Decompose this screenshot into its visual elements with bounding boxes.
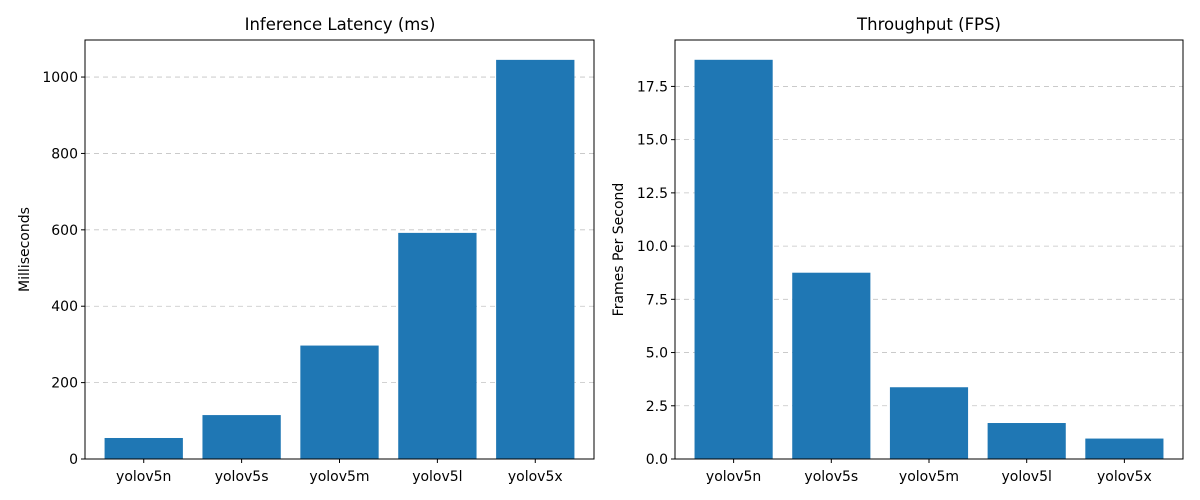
bar [889, 387, 969, 459]
x-ticks: yolov5n yolov5s yolov5m yolov5l yolov5x [706, 459, 1152, 485]
y-ticks: 0 200 400 600 800 1000 [42, 70, 85, 468]
bar [398, 232, 477, 459]
y-tick-label: 400 [51, 299, 78, 315]
y-tick-label: 1000 [42, 70, 78, 86]
y-tick-label: 7.5 [646, 292, 668, 308]
y-tick-label: 800 [51, 146, 78, 162]
plot-frame [84, 39, 595, 460]
bar [300, 345, 379, 459]
x-tick-label: yolov5s [804, 469, 858, 485]
x-tick-label: yolov5x [508, 469, 563, 485]
bar [792, 272, 871, 459]
x-tick-label: yolov5l [1001, 469, 1051, 485]
x-tick-label: yolov5n [706, 469, 761, 485]
x-tick-label: yolov5s [215, 469, 269, 485]
y-tick-label: 600 [51, 223, 78, 239]
x-tick-label: yolov5l [412, 469, 462, 485]
throughput-chart: Throughput (FPS) Frames Per Second 0.0 2.… [611, 15, 1184, 485]
bar [104, 437, 183, 459]
y-axis-label: Milliseconds [17, 207, 33, 292]
y-ticks: 0.0 2.5 5.0 7.5 10.0 12.5 15.0 17.5 [637, 79, 675, 468]
bar [1085, 438, 1164, 459]
bar [202, 415, 281, 459]
y-tick-label: 5.0 [646, 346, 668, 362]
x-tick-label: yolov5m [309, 469, 369, 485]
bar [496, 59, 575, 459]
x-tick-label: yolov5m [899, 469, 959, 485]
y-tick-label: 12.5 [637, 186, 668, 202]
x-ticks: yolov5n yolov5s yolov5m yolov5l yolov5x [116, 459, 563, 485]
y-tick-label: 200 [51, 376, 78, 392]
y-tick-label: 17.5 [637, 79, 668, 95]
bar [987, 423, 1066, 459]
y-tick-label: 2.5 [646, 399, 668, 415]
bars [104, 59, 575, 459]
y-tick-label: 0.0 [646, 452, 668, 468]
x-tick-label: yolov5n [116, 469, 171, 485]
x-tick-label: yolov5x [1097, 469, 1152, 485]
y-tick-label: 0 [69, 452, 78, 468]
y-axis-label: Frames Per Second [611, 183, 627, 317]
latency-chart: Inference Latency (ms) Milliseconds 0 200… [17, 15, 595, 485]
y-tick-label: 15.0 [637, 133, 668, 149]
chart-title: Throughput (FPS) [856, 15, 1001, 34]
plot-frame [674, 39, 1184, 460]
bars [694, 59, 1164, 460]
bar [694, 59, 773, 460]
chart-title: Inference Latency (ms) [245, 15, 436, 34]
y-tick-label: 10.0 [637, 239, 668, 255]
